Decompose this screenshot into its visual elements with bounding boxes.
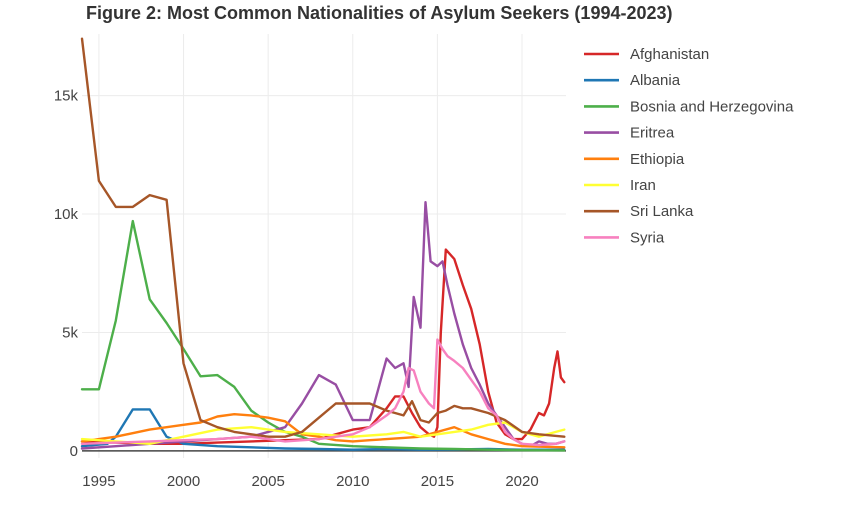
legend-label: Bosnia and Herzegovina [630,98,794,115]
x-axis-ticks: 1995 2000 2005 2010 2015 2020 [82,473,538,490]
legend-item[interactable]: Ethiopia [584,151,685,168]
series-line-ethiopia[interactable] [80,413,566,449]
legend-item[interactable]: Afghanistan [584,46,709,63]
legend-label: Eritrea [630,125,675,142]
series-line-sri-lanka[interactable] [80,37,566,438]
y-axis-ticks: 0 5k 10k 15k [54,88,79,460]
legend-label: Sri Lanka [630,203,694,220]
series-line-syria[interactable] [80,338,566,447]
x-tick-label: 2015 [421,473,454,490]
y-tick-label: 10k [54,206,79,223]
legend-item[interactable]: Iran [584,177,656,194]
legend-item[interactable]: Syria [584,229,665,246]
legend-item[interactable]: Eritrea [584,125,675,142]
x-tick-label: 2000 [167,473,200,490]
x-tick-label: 2020 [505,473,538,490]
legend-item[interactable]: Bosnia and Herzegovina [584,98,794,115]
y-tick-label: 0 [70,443,78,460]
x-tick-label: 2005 [251,473,284,490]
x-tick-label: 1995 [82,473,115,490]
x-tick-label: 2010 [336,473,369,490]
legend-item[interactable]: Sri Lanka [584,203,694,220]
legend[interactable]: Afghanistan Albania Bosnia and Herzegovina… [584,46,794,246]
legend-label: Iran [630,177,656,194]
y-tick-label: 5k [62,324,78,341]
legend-label: Afghanistan [630,46,709,63]
legend-item[interactable]: Albania [584,72,681,89]
chart-title: Figure 2: Most Common Nationalities of A… [86,3,673,23]
legend-label: Ethiopia [630,151,685,168]
grid-lines [82,34,566,458]
y-tick-label: 15k [54,88,79,105]
legend-label: Syria [630,229,665,246]
series-lines [80,37,566,452]
legend-label: Albania [630,72,681,89]
